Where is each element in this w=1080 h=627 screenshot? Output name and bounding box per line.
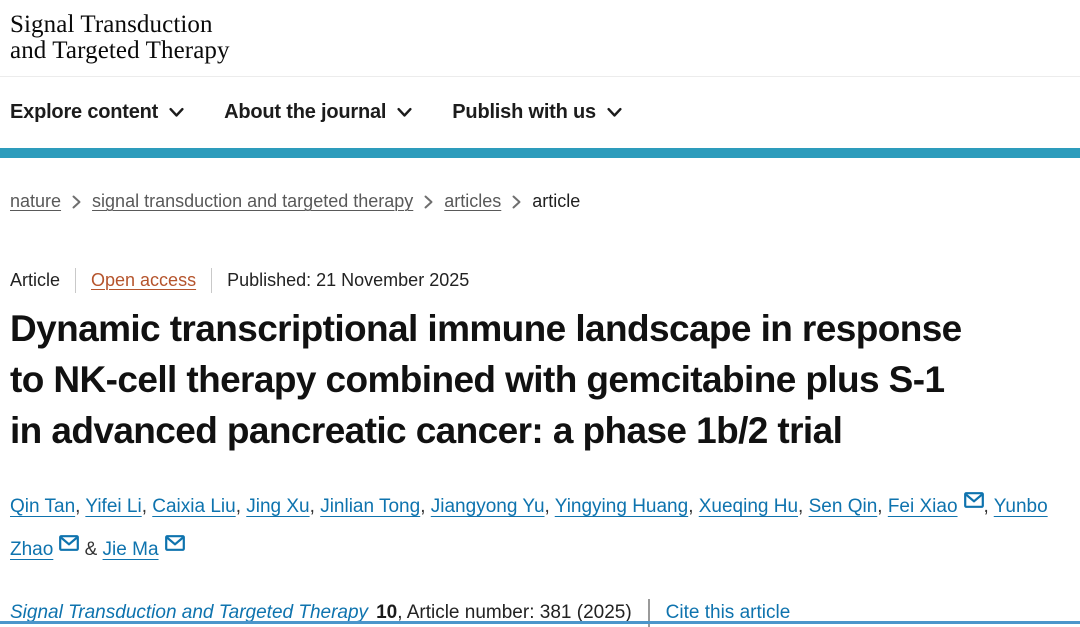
chevron-right-icon (512, 195, 521, 209)
breadcrumb-nature[interactable]: nature (10, 191, 62, 211)
author-separator: , (235, 496, 247, 517)
nav-about-the-journal-label: About the journal (224, 101, 387, 123)
citation-row: Signal Transduction and Targeted Therapy… (0, 599, 1080, 627)
author-separator: , (420, 496, 431, 517)
journal-accent-bar (0, 148, 1080, 158)
nav-about-the-journal[interactable]: About the journal (224, 101, 412, 124)
cite-this-article-link[interactable]: Cite this article (665, 602, 791, 623)
breadcrumb-article-current: article (532, 191, 581, 211)
author-separator: , (141, 496, 153, 517)
author: Jie Ma (102, 535, 185, 560)
author-link[interactable]: Sen Qin (808, 496, 878, 517)
citation-divider (647, 599, 650, 627)
author: Yifei Li, (85, 496, 152, 517)
article-type-label: Article (10, 270, 61, 290)
article-meta: Article Open access Published: 21 Novemb… (0, 212, 1080, 293)
journal-logo[interactable]: Signal Transduction and Targeted Therapy (0, 0, 1080, 64)
journal-header: Signal Transduction and Targeted Therapy… (0, 0, 1080, 158)
author: Caixia Liu, (152, 496, 246, 517)
citation-journal-link[interactable]: Signal Transduction and Targeted Therapy (10, 602, 369, 623)
author-link[interactable]: Yunbo Zhao (10, 496, 1048, 560)
author-separator: , (877, 496, 888, 517)
email-icon[interactable] (59, 528, 80, 571)
author-separator: , (544, 496, 555, 517)
article-title-line3: in advanced pancreatic cancer: a phase 1… (10, 410, 843, 451)
chevron-down-icon (607, 101, 622, 124)
author-link[interactable]: Jing Xu (246, 496, 310, 517)
author: Sen Qin, (809, 496, 888, 517)
chevron-down-icon (169, 101, 184, 124)
author: Yunbo Zhao & (10, 496, 1048, 560)
section-divider (0, 621, 1080, 624)
author-link[interactable]: Jiangyong Yu (430, 496, 545, 517)
breadcrumb-articles[interactable]: articles (444, 191, 502, 211)
author-separator: , (983, 496, 994, 517)
chevron-right-icon (72, 195, 81, 209)
author: Jing Xu, (246, 496, 320, 517)
meta-divider (211, 268, 213, 293)
journal-logo-line2: and Targeted Therapy (10, 37, 230, 64)
author-separator: , (688, 496, 699, 517)
author-link[interactable]: Jie Ma (102, 539, 159, 560)
citation-volume: 10 (376, 602, 398, 623)
author: Xueqing Hu, (699, 496, 809, 517)
author-link[interactable]: Caixia Liu (152, 496, 236, 517)
meta-divider (75, 268, 77, 293)
author-separator: , (309, 496, 321, 517)
chevron-down-icon (397, 101, 412, 124)
citation-article-number: , Article number: 381 (2025) (397, 602, 632, 623)
open-access-link[interactable]: Open access (91, 270, 197, 290)
nav-explore-content[interactable]: Explore content (10, 101, 184, 124)
article-title: Dynamic transcriptional immune landscape… (0, 293, 1080, 456)
author-link[interactable]: Xueqing Hu (698, 496, 799, 517)
email-icon[interactable] (963, 485, 984, 528)
published-date: Published: 21 November 2025 (227, 270, 470, 290)
author-link[interactable]: Qin Tan (10, 496, 76, 517)
author-link[interactable]: Yingying Huang (554, 496, 689, 517)
author: Jiangyong Yu, (431, 496, 555, 517)
author-separator: & (79, 539, 103, 560)
main-nav: Explore content About the journal Publis… (0, 77, 1080, 148)
article-title-line2: to NK-cell therapy combined with gemcita… (10, 359, 945, 400)
author: Jinlian Tong, (320, 496, 431, 517)
author: Qin Tan, (10, 496, 85, 517)
nav-publish-with-us-label: Publish with us (452, 101, 596, 123)
nav-publish-with-us[interactable]: Publish with us (452, 101, 622, 124)
author-link[interactable]: Fei Xiao (887, 496, 958, 517)
author-link[interactable]: Jinlian Tong (320, 496, 421, 517)
nav-explore-content-label: Explore content (10, 101, 159, 123)
chevron-right-icon (424, 195, 433, 209)
author-separator: , (798, 496, 809, 517)
author-separator: , (75, 496, 86, 517)
author: Fei Xiao, (887, 492, 994, 517)
breadcrumb-journal[interactable]: signal transduction and targeted therapy (92, 191, 414, 211)
author-link[interactable]: Yifei Li (85, 496, 142, 517)
breadcrumb: nature signal transduction and targeted … (0, 158, 1080, 212)
article-title-line1: Dynamic transcriptional immune landscape… (10, 308, 962, 349)
journal-logo-line1: Signal Transduction (10, 11, 213, 38)
email-icon[interactable] (164, 528, 185, 571)
header-divider (0, 76, 1080, 77)
author: Yingying Huang, (555, 496, 699, 517)
author-list: Qin Tan, Yifei Li, Caixia Liu, Jing Xu, … (0, 456, 1080, 571)
